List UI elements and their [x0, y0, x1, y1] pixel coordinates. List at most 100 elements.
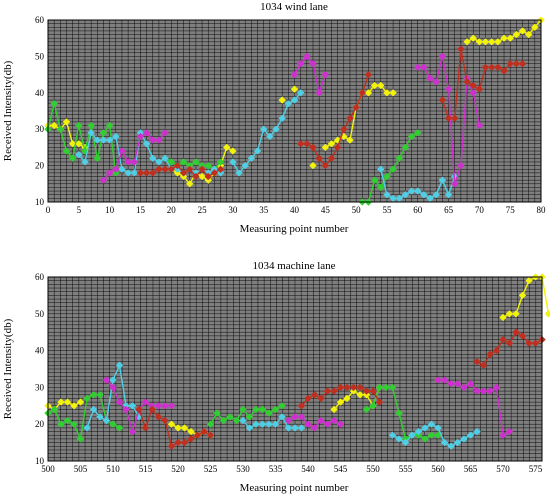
- chart-2-series-3-point-16: [278, 413, 286, 421]
- chart-2-series-2-point-30: [395, 409, 403, 417]
- chart-2-series-1-point-6: [76, 398, 85, 406]
- chart-1-series-4-point-13: [297, 59, 305, 68]
- chart-1-series-2-point-3: [56, 125, 64, 133]
- chart-2-series-1-point-4: [63, 398, 72, 406]
- chart-2-series-3-point-15: [271, 420, 280, 428]
- chart-2-xlabel: Measuring point number: [240, 482, 349, 494]
- chart-2-series-3-point-21: [395, 435, 403, 443]
- chart-2-series-3-point-3: [96, 413, 104, 421]
- chart-1-series-4-point-20: [426, 74, 434, 82]
- chart-2-series-2-point-25: [362, 405, 371, 414]
- chart-1-xtick-label: 35: [259, 205, 269, 215]
- chart-2-series-4-point-32: [505, 427, 514, 436]
- chart-2-series-2-point-6: [76, 435, 85, 443]
- chart-2-series-3-point-26: [427, 420, 436, 428]
- chart-2-series-2-point-4: [63, 416, 72, 425]
- chart-2-series-2-point-14: [213, 409, 221, 417]
- chart-1-series-4-point-14: [303, 52, 311, 61]
- chart-1-series-3-point-37: [377, 165, 385, 173]
- chart-1-series-5-point-15: [297, 140, 305, 148]
- chart-2-ytick-label: 60: [35, 272, 45, 282]
- chart-1-ytick-label: 60: [35, 15, 45, 25]
- chart-1-xtick-label: 45: [321, 205, 331, 215]
- chart-1-series-5-point-26: [364, 70, 373, 79]
- chart-1-series-5-point-19: [321, 161, 329, 170]
- chart-2-ytick-label: 40: [35, 346, 45, 356]
- chart-1-series-5-point-37: [500, 67, 508, 75]
- chart-2-xtick-label: 550: [366, 464, 380, 474]
- chart-1-series-1-point-34: [463, 38, 471, 46]
- chart-1-series-1-point-37: [481, 38, 490, 46]
- chart-1-series-2-point-18: [192, 158, 200, 166]
- chart-2-series-3-point-6: [115, 361, 124, 369]
- chart-2-ytick-label: 30: [35, 382, 45, 392]
- chart-1-series-3-point-1: [75, 151, 83, 159]
- chart-2-frame: [47, 276, 543, 462]
- chart-1-ytick-label: 20: [35, 161, 45, 171]
- chart-1-series-4-point-12: [290, 70, 299, 79]
- chart-2-series-4-point-16: [310, 424, 319, 432]
- chart-2-xtick-label: 530: [236, 464, 250, 474]
- chart-2-ytick-label: 20: [35, 419, 45, 429]
- chart-2-series-5-point-15: [310, 391, 319, 399]
- chart-2-series-4-point-12: [284, 416, 293, 425]
- chart-1-xtick-label: 55: [382, 205, 392, 215]
- chart-2-series-1-point-10: [187, 427, 195, 436]
- chart-2-xtick-label: 570: [496, 464, 510, 474]
- chart-2-series-1-point-22: [499, 313, 507, 322]
- chart-2-series-4-point-7: [141, 398, 150, 406]
- chart-2-series-2-point-22: [265, 409, 273, 417]
- chart-1-series-5-point-31: [463, 78, 471, 86]
- chart-2-series-2-point-12: [115, 424, 124, 432]
- chart-1-series-5-point-30: [457, 45, 465, 53]
- chart-2-xtick-label: 575: [529, 464, 543, 474]
- chart-2-series-4-point-17: [317, 416, 325, 425]
- chart-1-series-2-point-26: [377, 183, 385, 192]
- chart-2-series-3-point-14: [265, 420, 273, 428]
- chart-1-xtick-label: 60: [413, 205, 423, 215]
- chart-2-series-1-point-16: [343, 394, 351, 403]
- chart-2-series-2-point-34: [421, 435, 429, 443]
- chart-2-series-2-point-27: [375, 383, 384, 392]
- chart-1-series-2-point-29: [395, 154, 403, 162]
- chart-1-frame: [47, 19, 542, 203]
- chart-2-series-3-point-23: [408, 431, 416, 439]
- chart-1-xtick-label: 15: [136, 205, 146, 215]
- chart-2-series-4-point-28: [479, 387, 488, 395]
- chart-2-series-4-point-25: [460, 383, 468, 392]
- chart-2-series-2-point-29: [388, 383, 397, 392]
- chart-2-series-3-point-5: [109, 376, 117, 384]
- chart-2-series-4-point-14: [297, 413, 306, 421]
- chart-1-series-4-point-25: [457, 161, 465, 170]
- chart-1-series-3-point-31: [266, 132, 274, 141]
- chart-2-series-1-point-29: [544, 310, 550, 318]
- chart-1-series-2-point-4: [62, 147, 71, 155]
- chart-2-series-2-point-16: [226, 413, 234, 421]
- chart-2-series-5-point-10: [193, 431, 202, 439]
- chart-1-series-1-point-38: [487, 38, 496, 46]
- chart-1-series-2-point-22: [216, 158, 225, 166]
- chart-1-xtick-label: 50: [352, 205, 362, 215]
- chart-1-series-1-point-35: [469, 34, 477, 42]
- chart-1-series-3-point-8: [118, 165, 126, 173]
- chart-2-series-2-point-7: [83, 394, 91, 403]
- chart-2-series-2-point-2: [50, 405, 59, 414]
- chart-2-ytick-label: 50: [35, 309, 45, 319]
- chart-2-ytick-label: 10: [35, 456, 45, 466]
- chart-2-series-1-point-7: [167, 420, 176, 428]
- chart-2-series-3-point-27: [434, 424, 442, 432]
- chart-2-series-1-point-15: [336, 398, 345, 406]
- chart-2-series-5-point-26: [473, 357, 481, 366]
- chart-2-series-4-point-18: [323, 420, 332, 428]
- chart-2-series-4-point-31: [499, 431, 507, 439]
- chart-2-xtick-label: 520: [171, 464, 185, 474]
- chart-1-series-3-point-35: [290, 96, 299, 104]
- chart-2-series-5-point-35: [531, 339, 540, 347]
- chart-2-series-3-point-22: [401, 438, 410, 447]
- chart-2-series-5-point-11: [200, 427, 208, 436]
- chart-1-xtick-label: 40: [290, 205, 300, 215]
- chart-2-series-5-point-22: [356, 383, 364, 392]
- chart-2-xtick-label: 525: [204, 464, 218, 474]
- chart-1-series-1-point-32: [383, 89, 391, 97]
- chart-2-series-5-point-29: [492, 346, 501, 355]
